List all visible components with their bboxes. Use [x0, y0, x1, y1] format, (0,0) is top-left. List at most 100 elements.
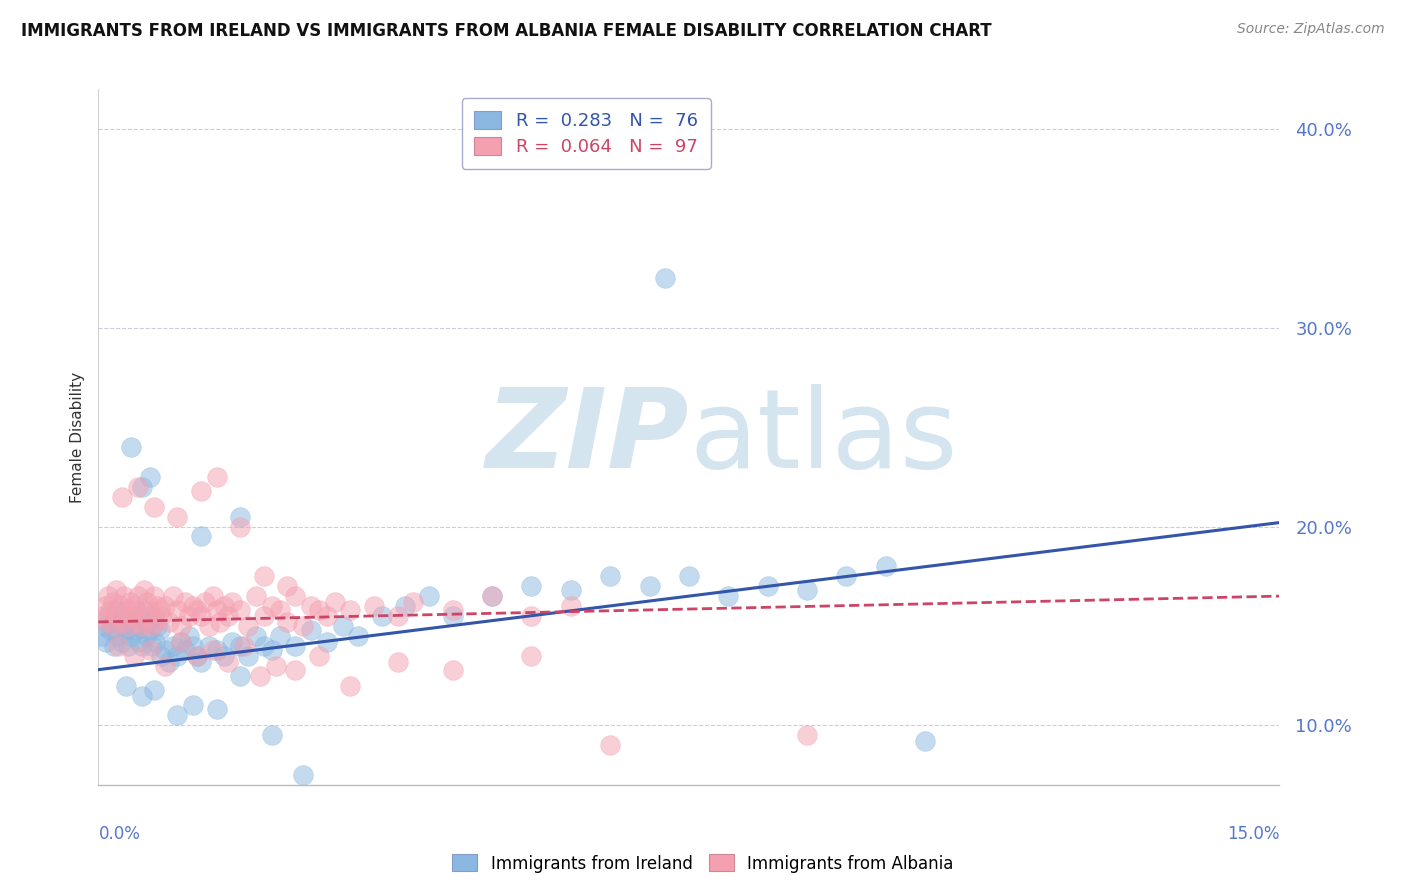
- Point: [233, 639, 256, 653]
- Point: [162, 589, 184, 603]
- Point: [157, 615, 180, 629]
- Point: [315, 609, 337, 624]
- Point: [269, 603, 291, 617]
- Point: [115, 679, 138, 693]
- Point: [560, 599, 582, 613]
- Point: [260, 599, 283, 613]
- Point: [678, 569, 700, 583]
- Text: atlas: atlas: [689, 384, 957, 491]
- Point: [402, 595, 425, 609]
- Point: [264, 658, 287, 673]
- Point: [117, 619, 139, 633]
- Point: [205, 702, 228, 716]
- Point: [186, 603, 208, 617]
- Point: [96, 635, 118, 649]
- Point: [98, 623, 121, 637]
- Point: [131, 639, 153, 653]
- Point: [128, 635, 150, 649]
- Point: [214, 599, 236, 613]
- Point: [111, 615, 134, 629]
- Point: [107, 609, 129, 624]
- Point: [875, 559, 897, 574]
- Point: [131, 619, 153, 633]
- Point: [229, 639, 252, 653]
- Point: [141, 619, 163, 633]
- Point: [186, 648, 208, 663]
- Point: [149, 603, 172, 617]
- Point: [717, 589, 740, 603]
- Point: [104, 603, 127, 617]
- Point: [132, 583, 155, 598]
- Text: 15.0%: 15.0%: [1227, 825, 1279, 843]
- Point: [201, 642, 224, 657]
- Point: [103, 619, 125, 633]
- Point: [125, 623, 148, 637]
- Text: Source: ZipAtlas.com: Source: ZipAtlas.com: [1237, 22, 1385, 37]
- Point: [292, 619, 315, 633]
- Point: [162, 639, 184, 653]
- Point: [292, 768, 315, 782]
- Point: [323, 595, 346, 609]
- Point: [98, 603, 121, 617]
- Point: [122, 619, 145, 633]
- Point: [111, 635, 134, 649]
- Point: [229, 509, 252, 524]
- Point: [481, 589, 503, 603]
- Point: [142, 682, 165, 697]
- Point: [170, 635, 193, 649]
- Point: [132, 603, 155, 617]
- Point: [387, 609, 409, 624]
- Point: [756, 579, 779, 593]
- Point: [221, 635, 243, 649]
- Point: [142, 500, 165, 514]
- Point: [221, 595, 243, 609]
- Point: [299, 623, 322, 637]
- Point: [96, 615, 118, 629]
- Point: [146, 619, 169, 633]
- Point: [253, 609, 276, 624]
- Point: [125, 603, 148, 617]
- Point: [131, 689, 153, 703]
- Point: [387, 655, 409, 669]
- Point: [121, 629, 143, 643]
- Point: [146, 599, 169, 613]
- Point: [157, 655, 180, 669]
- Point: [245, 629, 267, 643]
- Point: [253, 639, 276, 653]
- Point: [560, 583, 582, 598]
- Y-axis label: Female Disability: Female Disability: [69, 371, 84, 503]
- Point: [190, 655, 212, 669]
- Point: [121, 440, 143, 454]
- Point: [190, 529, 212, 543]
- Point: [284, 663, 307, 677]
- Point: [308, 603, 330, 617]
- Point: [441, 663, 464, 677]
- Point: [441, 603, 464, 617]
- Point: [174, 642, 197, 657]
- Point: [276, 579, 298, 593]
- Point: [155, 658, 177, 673]
- Point: [118, 595, 141, 609]
- Point: [315, 635, 337, 649]
- Point: [209, 615, 232, 629]
- Point: [245, 589, 267, 603]
- Point: [112, 609, 135, 624]
- Point: [654, 271, 676, 285]
- Point: [181, 599, 204, 613]
- Point: [394, 599, 416, 613]
- Point: [107, 629, 129, 643]
- Point: [520, 579, 543, 593]
- Point: [111, 490, 134, 504]
- Point: [260, 642, 283, 657]
- Point: [97, 589, 120, 603]
- Point: [138, 470, 160, 484]
- Point: [236, 648, 259, 663]
- Point: [127, 589, 149, 603]
- Point: [190, 483, 212, 498]
- Point: [276, 615, 298, 629]
- Point: [174, 595, 197, 609]
- Point: [441, 609, 464, 624]
- Point: [166, 603, 188, 617]
- Text: 0.0%: 0.0%: [98, 825, 141, 843]
- Point: [150, 648, 173, 663]
